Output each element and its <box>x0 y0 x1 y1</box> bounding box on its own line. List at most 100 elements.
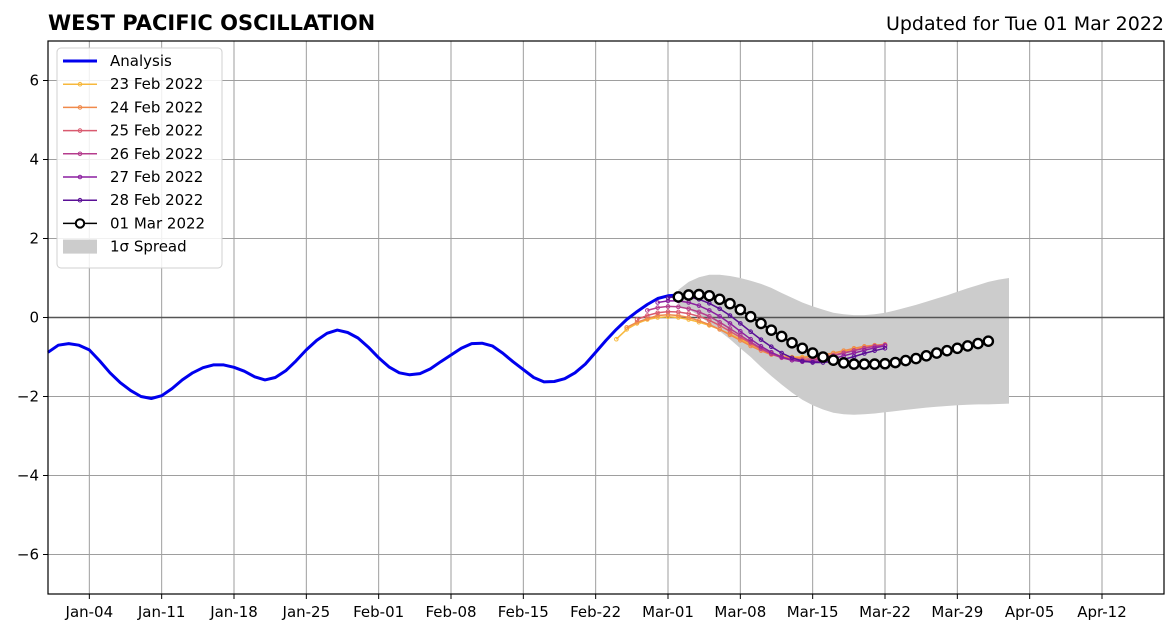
legend-entry: 01 Mar 2022 <box>63 214 205 232</box>
legend-entry: 23 Feb 2022 <box>63 75 203 93</box>
forecast-point <box>655 305 660 310</box>
legend-swatch-marker <box>77 105 83 110</box>
forecast-point <box>717 319 722 325</box>
forecast-point <box>872 348 877 353</box>
x-tick-label: Apr-05 <box>1005 603 1055 621</box>
latest-forecast-point <box>775 330 788 343</box>
legend-label: 25 Feb 2022 <box>110 122 203 140</box>
latest-forecast-point <box>693 288 705 301</box>
legend-entry: 26 Feb 2022 <box>63 145 203 163</box>
legend-label: 28 Feb 2022 <box>110 191 203 209</box>
latest-forecast-point <box>734 303 747 316</box>
forecast-point <box>748 336 753 342</box>
chart-subtitle: Updated for Tue 01 Mar 2022 <box>886 13 1164 35</box>
legend-swatch-marker <box>77 151 83 157</box>
forecast-point <box>758 337 764 342</box>
axes: Jan-04 Jan-11 Jan-18 Jan-25 Feb-01 Feb-08 Feb-… <box>17 40 1165 621</box>
spread-area <box>678 274 1009 415</box>
forecast-line <box>667 295 886 364</box>
forecast-point <box>769 349 774 355</box>
forecast-point <box>789 355 795 361</box>
forecast-point <box>717 306 722 312</box>
forecast-point <box>645 313 650 318</box>
latest-forecast-point <box>848 358 860 370</box>
forecast-point <box>665 295 671 301</box>
forecast-point <box>810 360 815 365</box>
latest-forecast-point <box>972 337 984 350</box>
y-tick-label: 6 <box>29 72 39 90</box>
forecast-point <box>655 300 660 305</box>
latest-forecast-point <box>858 358 871 370</box>
series-0 <box>47 293 679 400</box>
legend-swatch-marker <box>77 128 83 133</box>
forecast-point <box>707 308 712 313</box>
latest-forecast-point <box>724 297 736 310</box>
forecast-point <box>696 314 702 319</box>
forecast-point <box>769 344 774 350</box>
latest-forecast-point <box>961 340 974 352</box>
forecast-point <box>696 318 702 323</box>
forecast-point <box>665 309 671 314</box>
forecast-point <box>655 310 660 316</box>
latest-forecast-point <box>796 342 809 355</box>
legend-swatch-marker <box>74 218 86 229</box>
forecast-point <box>872 345 877 351</box>
series-4 <box>645 304 888 364</box>
forecast-point <box>841 350 846 356</box>
legend-entry: 28 Feb 2022 <box>63 191 203 209</box>
x-tick-label: Jan-11 <box>137 603 186 621</box>
forecast-line <box>657 300 886 363</box>
forecast-point <box>665 304 671 309</box>
forecast-point <box>748 339 753 345</box>
latest-forecast-point <box>868 358 881 370</box>
x-tick-label: Feb-15 <box>498 603 549 621</box>
legend-entry: Analysis <box>63 52 172 70</box>
forecast-point <box>645 308 650 313</box>
series-lines <box>47 288 995 400</box>
analysis-line <box>47 293 679 400</box>
forecast-point <box>676 304 681 310</box>
x-tick-label: Feb-01 <box>353 603 404 621</box>
legend: Analysis 23 Feb 2022 24 Feb 2022 25 Feb 202… <box>56 47 223 269</box>
legend-swatch <box>63 239 97 254</box>
spread-band <box>678 274 1009 415</box>
legend-box <box>56 47 223 269</box>
forecast-point <box>717 314 722 319</box>
y-tick-label: −2 <box>17 388 39 406</box>
x-tick-label: Feb-22 <box>570 603 621 621</box>
legend-label: 23 Feb 2022 <box>110 75 203 93</box>
forecast-point <box>738 321 743 326</box>
legend-label: 24 Feb 2022 <box>110 98 203 116</box>
chart-title: WEST PACIFIC OSCILLATION <box>48 11 375 35</box>
latest-forecast-point <box>827 354 840 366</box>
latest-forecast-point <box>682 289 695 301</box>
forecast-point <box>882 343 888 349</box>
latest-forecast-point <box>765 324 778 336</box>
forecast-point <box>614 336 619 342</box>
latest-forecast-point <box>920 350 933 362</box>
x-tick-label: Apr-12 <box>1077 603 1127 621</box>
legend-label: 26 Feb 2022 <box>110 145 203 163</box>
legend-swatch-marker <box>77 174 83 180</box>
x-tick-label: Mar-01 <box>642 603 694 621</box>
latest-forecast-point <box>941 344 953 357</box>
legend-entry: 1σ Spread <box>63 238 187 256</box>
latest-forecast-point <box>879 357 891 370</box>
forecast-point <box>779 350 784 356</box>
forecast-point <box>748 329 753 335</box>
x-tick-label: Jan-18 <box>209 603 258 621</box>
latest-forecast-point <box>910 352 922 365</box>
legend-swatch-marker <box>77 81 83 87</box>
forecast-point <box>800 358 805 364</box>
forecast-point <box>696 303 702 308</box>
latest-forecast-point <box>755 317 767 330</box>
x-tick-label: Jan-25 <box>282 603 331 621</box>
forecast-point <box>624 327 629 332</box>
y-tick-label: 0 <box>29 309 39 327</box>
forecast-point <box>624 325 629 330</box>
latest-forecast-point <box>672 291 685 303</box>
forecast-point <box>727 313 733 318</box>
latest-forecast-point <box>806 347 819 359</box>
legend-entry: 25 Feb 2022 <box>63 122 203 140</box>
